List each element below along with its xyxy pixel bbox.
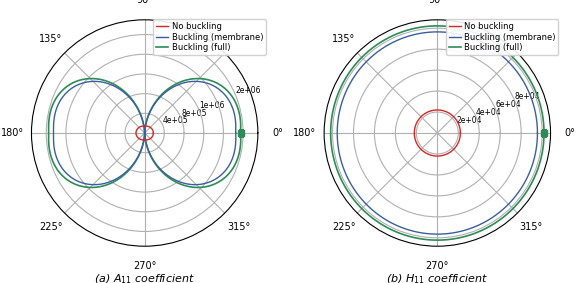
Title: (b) $H_{11}$ coefficient: (b) $H_{11}$ coefficient xyxy=(386,273,488,283)
Legend: No buckling, Buckling (membrane), Buckling (full): No buckling, Buckling (membrane), Buckli… xyxy=(154,20,266,55)
Title: (a) $A_{11}$ coefficient: (a) $A_{11}$ coefficient xyxy=(94,273,195,283)
Legend: No buckling, Buckling (membrane), Buckling (full): No buckling, Buckling (membrane), Buckli… xyxy=(446,20,558,55)
